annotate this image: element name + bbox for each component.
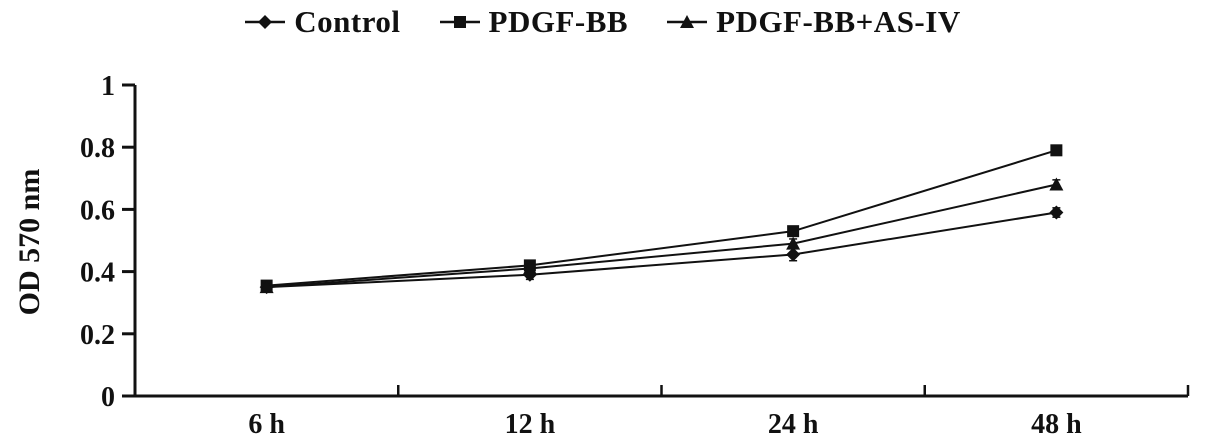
- square-marker: [787, 225, 800, 238]
- legend-item: Control: [244, 4, 400, 40]
- legend-label: Control: [294, 4, 401, 39]
- y-tick-label: 0.8: [80, 133, 115, 164]
- diamond-marker: [786, 247, 801, 262]
- y-tick-label: 1: [101, 71, 115, 102]
- y-tick-label: 0.4: [80, 258, 115, 289]
- diamond-marker: [1049, 205, 1064, 220]
- triangle-legend-icon: [667, 15, 708, 28]
- legend-item: PDGF-BB: [439, 4, 629, 40]
- legend-label: PDGF-BB+AS-IV: [716, 4, 961, 39]
- legend-label: PDGF-BB: [488, 4, 629, 39]
- triangle-marker: [786, 236, 801, 250]
- y-tick-label: 0: [101, 382, 115, 413]
- series-line-pdgf-bb-as-iv: [266, 183, 1057, 289]
- series-line-control: [266, 211, 1057, 289]
- triangle-marker: [1049, 177, 1064, 191]
- x-tick-label: 12 h: [505, 409, 556, 440]
- square-legend-icon: [439, 16, 480, 28]
- x-tick-label: 6 h: [248, 409, 285, 440]
- chart-legend: Control PDGF-BB PDGF-BB+AS-IV: [0, 4, 1205, 40]
- x-tick-label: 48 h: [1031, 409, 1082, 440]
- x-tick-label: 24 h: [768, 409, 819, 440]
- y-tick-label: 0.2: [80, 320, 115, 351]
- diamond-legend-icon: [245, 15, 286, 29]
- y-tick-label: 0.6: [80, 195, 115, 226]
- triangle-marker: [259, 280, 274, 294]
- square-marker: [1050, 144, 1063, 157]
- series-line-pdgf-bb: [266, 149, 1057, 287]
- legend-item: PDGF-BB+AS-IV: [666, 4, 961, 40]
- y-axis-title: OD 570 nm: [13, 168, 46, 316]
- triangle-marker: [522, 261, 537, 275]
